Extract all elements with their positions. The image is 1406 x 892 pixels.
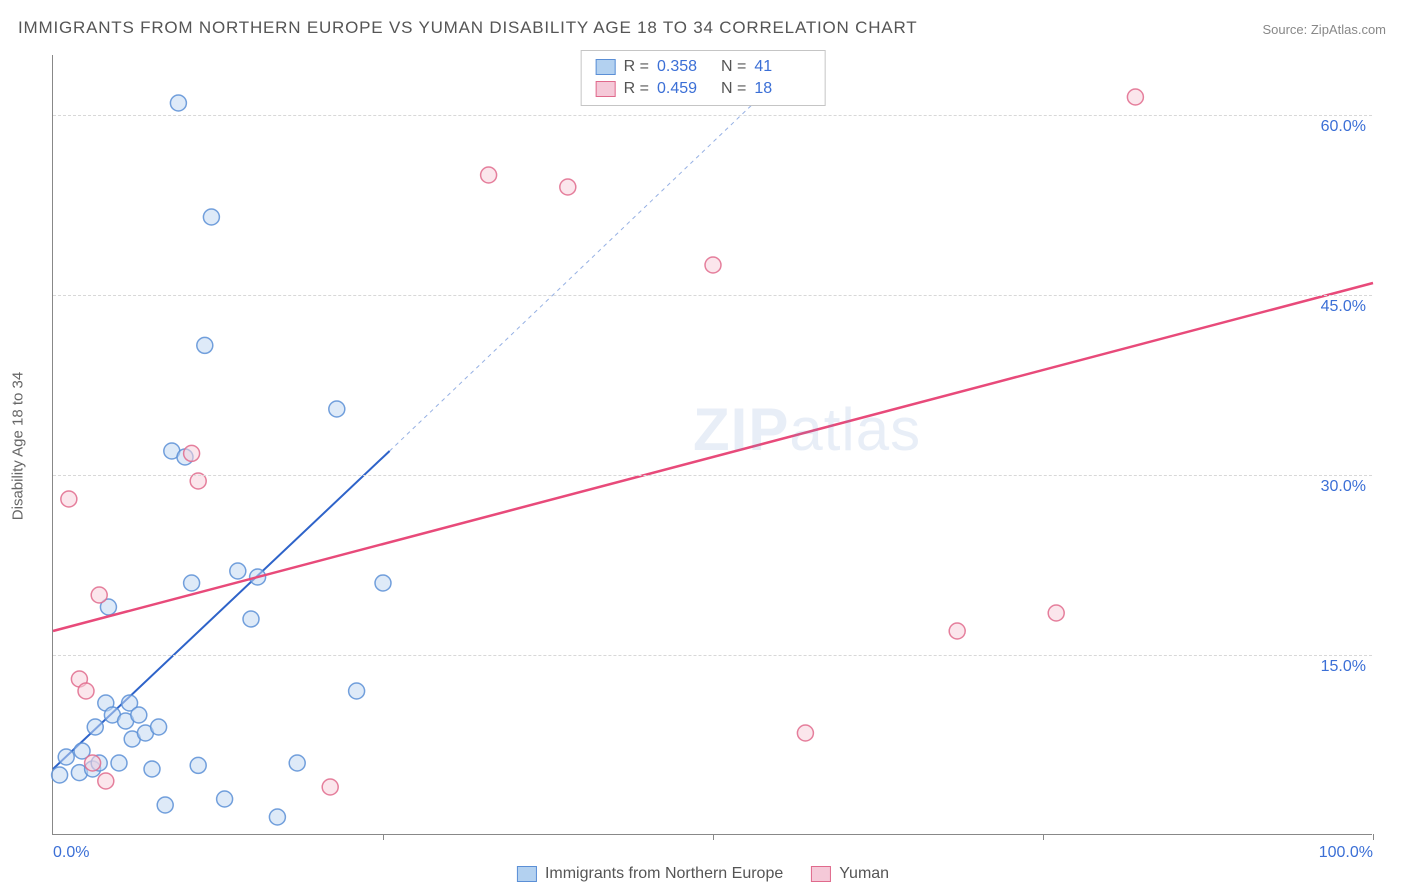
data-point [481, 167, 497, 183]
trend-line [53, 283, 1373, 631]
gridline-h [53, 115, 1372, 116]
gridline-h [53, 655, 1372, 656]
series-name: Immigrants from Northern Europe [545, 865, 783, 883]
data-point [151, 719, 167, 735]
gridline-h [53, 475, 1372, 476]
legend-n-value: 18 [754, 80, 810, 98]
source-label: Source: ZipAtlas.com [1262, 22, 1386, 37]
x-tick-mark [1373, 834, 1374, 840]
data-point [203, 209, 219, 225]
data-point [349, 683, 365, 699]
chart-title: IMMIGRANTS FROM NORTHERN EUROPE VS YUMAN… [18, 18, 917, 38]
series-legend-item: Yuman [811, 865, 889, 883]
data-point [560, 179, 576, 195]
data-point [91, 587, 107, 603]
y-tick-label: 60.0% [1321, 118, 1366, 136]
data-point [289, 755, 305, 771]
data-point [197, 337, 213, 353]
legend-n-value: 41 [754, 58, 810, 76]
data-point [98, 773, 114, 789]
y-tick-label: 15.0% [1321, 658, 1366, 676]
legend-swatch [596, 59, 616, 75]
series-name: Yuman [839, 865, 889, 883]
plot-svg [53, 55, 1372, 834]
x-tick-mark [713, 834, 714, 840]
data-point [78, 683, 94, 699]
data-point [230, 563, 246, 579]
data-point [85, 755, 101, 771]
y-axis-label: Disability Age 18 to 34 [10, 372, 27, 520]
data-point [184, 445, 200, 461]
data-point [170, 95, 186, 111]
data-point [705, 257, 721, 273]
data-point [157, 797, 173, 813]
legend-r-label: R = [624, 80, 649, 98]
chart-container: IMMIGRANTS FROM NORTHERN EUROPE VS YUMAN… [0, 0, 1406, 892]
plot-area: ZIPatlas 15.0%30.0%45.0%60.0%0.0%100.0% [52, 55, 1372, 835]
x-tick-mark [1043, 834, 1044, 840]
legend-row: R = 0.459 N = 18 [596, 78, 811, 100]
data-point [111, 755, 127, 771]
data-point [329, 401, 345, 417]
series-legend: Immigrants from Northern Europe Yuman [517, 865, 889, 883]
legend-r-value: 0.358 [657, 58, 713, 76]
legend-row: R = 0.358 N = 41 [596, 56, 811, 78]
y-tick-label: 45.0% [1321, 298, 1366, 316]
legend-n-label: N = [721, 58, 746, 76]
data-point [61, 491, 77, 507]
data-point [217, 791, 233, 807]
legend-r-label: R = [624, 58, 649, 76]
legend-swatch [517, 866, 537, 882]
data-point [190, 757, 206, 773]
data-point [949, 623, 965, 639]
x-tick-label: 100.0% [1319, 844, 1373, 862]
data-point [184, 575, 200, 591]
data-point [1048, 605, 1064, 621]
gridline-h [53, 295, 1372, 296]
data-point [87, 719, 103, 735]
data-point [1127, 89, 1143, 105]
legend-r-value: 0.459 [657, 80, 713, 98]
series-legend-item: Immigrants from Northern Europe [517, 865, 783, 883]
data-point [797, 725, 813, 741]
data-point [375, 575, 391, 591]
x-tick-mark [383, 834, 384, 840]
data-point [52, 767, 68, 783]
data-point [131, 707, 147, 723]
data-point [269, 809, 285, 825]
y-tick-label: 30.0% [1321, 478, 1366, 496]
data-point [243, 611, 259, 627]
correlation-legend: R = 0.358 N = 41 R = 0.459 N = 18 [581, 50, 826, 106]
legend-n-label: N = [721, 80, 746, 98]
x-tick-label: 0.0% [53, 844, 89, 862]
data-point [322, 779, 338, 795]
data-point [58, 749, 74, 765]
legend-swatch [811, 866, 831, 882]
legend-swatch [596, 81, 616, 97]
data-point [144, 761, 160, 777]
